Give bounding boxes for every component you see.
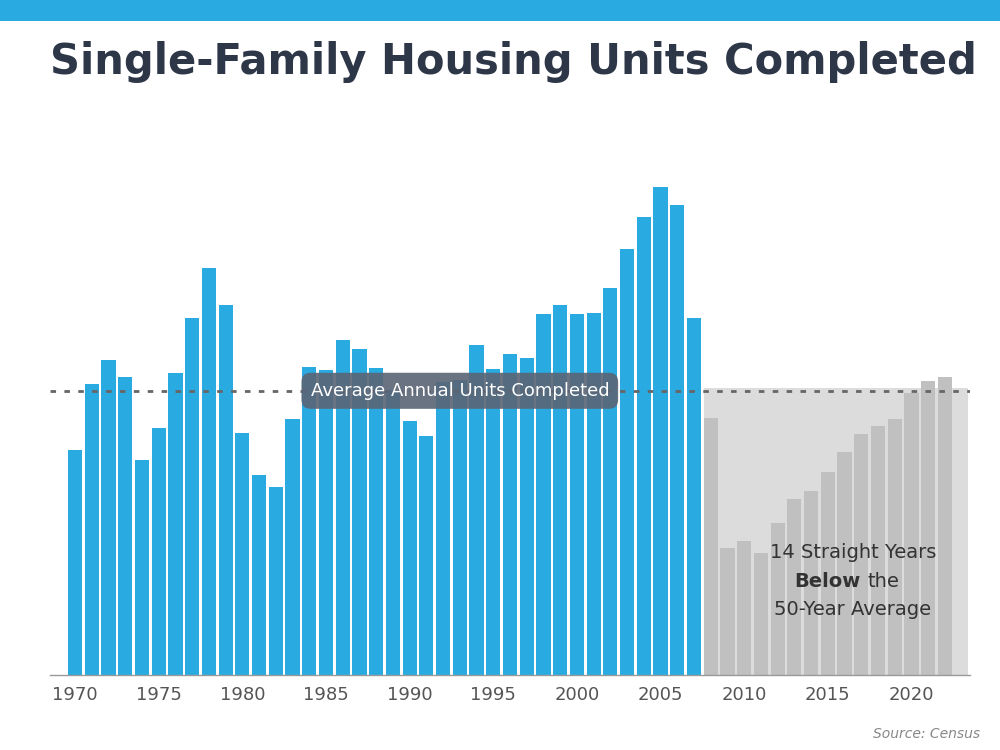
Bar: [486, 369, 500, 675]
Bar: [637, 217, 651, 675]
Text: Source: Census: Source: Census: [873, 727, 980, 741]
Text: 14 Straight Years: 14 Straight Years: [770, 543, 936, 562]
Bar: [503, 354, 517, 675]
Bar: [235, 433, 249, 675]
Bar: [754, 553, 768, 675]
Bar: [336, 340, 350, 675]
Bar: [101, 359, 116, 675]
Bar: [135, 460, 149, 675]
Text: Below: Below: [795, 572, 861, 591]
Bar: [202, 268, 216, 675]
Bar: [704, 418, 718, 675]
Bar: [386, 390, 400, 675]
Bar: [252, 475, 266, 675]
Bar: [837, 452, 852, 675]
Bar: [269, 487, 283, 675]
Bar: [185, 318, 199, 675]
Bar: [118, 376, 132, 675]
Bar: [570, 314, 584, 675]
Bar: [704, 388, 968, 675]
Bar: [419, 436, 433, 675]
Bar: [319, 370, 333, 675]
Bar: [369, 368, 383, 675]
Bar: [653, 188, 668, 675]
Bar: [403, 421, 417, 675]
Text: 50-Year Average: 50-Year Average: [774, 600, 931, 619]
Bar: [520, 358, 534, 675]
Bar: [469, 345, 484, 675]
Bar: [904, 393, 919, 675]
Bar: [587, 314, 601, 675]
Bar: [938, 376, 952, 675]
Bar: [219, 305, 233, 675]
Bar: [85, 384, 99, 675]
Text: Single-Family Housing Units Completed: Single-Family Housing Units Completed: [50, 41, 977, 83]
Bar: [888, 419, 902, 675]
Bar: [854, 434, 868, 675]
Bar: [720, 548, 735, 675]
Bar: [821, 472, 835, 675]
Bar: [603, 287, 617, 675]
Bar: [352, 350, 367, 675]
Bar: [921, 381, 935, 675]
Bar: [285, 419, 300, 675]
Bar: [302, 367, 316, 675]
Bar: [620, 249, 634, 675]
Bar: [687, 318, 701, 675]
Bar: [871, 426, 885, 675]
Bar: [436, 382, 450, 675]
Text: the: the: [867, 572, 899, 591]
Bar: [536, 314, 551, 675]
Bar: [453, 380, 467, 675]
Bar: [804, 490, 818, 675]
Bar: [553, 305, 567, 675]
Bar: [737, 542, 751, 675]
Bar: [771, 523, 785, 675]
Bar: [787, 499, 801, 675]
Bar: [152, 427, 166, 675]
Bar: [68, 449, 82, 675]
Bar: [670, 205, 684, 675]
Text: Average Annual Units Completed: Average Annual Units Completed: [311, 382, 609, 400]
Bar: [168, 374, 183, 675]
